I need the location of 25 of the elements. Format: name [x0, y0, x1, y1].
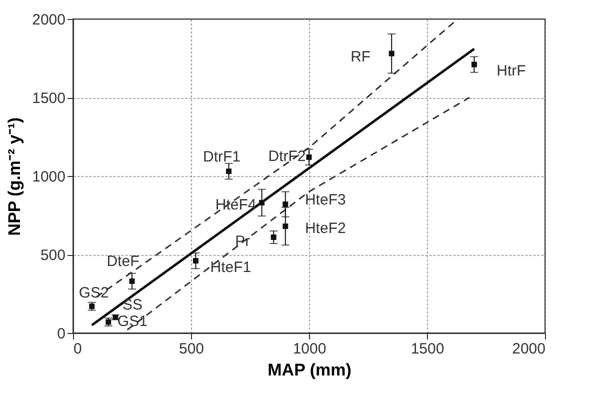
annotation: Pr: [235, 233, 250, 250]
annotation: DtrF1: [203, 148, 241, 166]
annotation: HtrF: [496, 62, 526, 80]
annotation: DteF: [106, 253, 140, 270]
annotation: HteF2: [304, 220, 346, 238]
x-tick-label: 1000: [292, 340, 326, 358]
x-tick-label: 2000: [512, 340, 546, 358]
y-tick-label: 500: [40, 247, 66, 264]
x-tick-label: 0: [74, 340, 82, 358]
y-tick-label: 2000: [32, 12, 66, 28]
x-tick-label: 1500: [410, 340, 444, 358]
annotation: GS1: [117, 313, 148, 330]
y-tick-label: 0: [57, 326, 66, 342]
x-axis-title: MAP (mm): [268, 360, 352, 380]
annotation: HteF1: [210, 258, 252, 276]
annotation: SS: [122, 296, 142, 314]
x-tick-label: 500: [178, 340, 204, 358]
annotation: HteF3: [304, 191, 346, 208]
annotation: DtrF2: [268, 148, 306, 166]
y-tick-label: 1500: [32, 90, 66, 107]
y-axis-title: NPP (g.m⁻² y⁻¹): [5, 117, 24, 236]
y-tick-label: 1000: [32, 168, 66, 186]
annotation: RF: [350, 48, 371, 66]
annotation: HteF4: [215, 196, 256, 214]
annotation: GS2: [78, 284, 109, 302]
